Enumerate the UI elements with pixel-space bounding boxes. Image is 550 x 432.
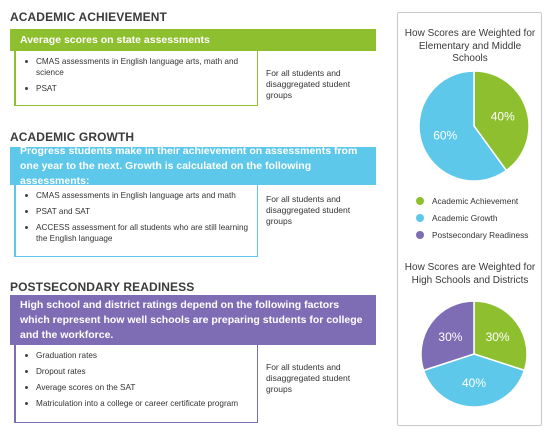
legend-label: Academic Achievement bbox=[432, 195, 519, 206]
growth-bullet-box: CMAS assessments in English language art… bbox=[14, 185, 258, 257]
pie-label: 40% bbox=[462, 376, 486, 390]
pie-chart-high-school: 30% 40% 30% bbox=[420, 300, 528, 408]
legend-label: Academic Growth bbox=[432, 212, 498, 223]
bullet-item: Graduation rates bbox=[25, 350, 251, 361]
pie-slice-academic-achievement bbox=[473, 70, 530, 172]
bullet-item: Matriculation into a college or career c… bbox=[25, 398, 251, 409]
legend-swatch bbox=[416, 213, 424, 222]
achievement-banner: Average scores on state assessments bbox=[10, 29, 376, 51]
pie-slice-postsecondary-readiness bbox=[420, 300, 475, 372]
section-title-achievement: ACADEMIC ACHIEVEMENT bbox=[10, 10, 167, 24]
chart-panel bbox=[397, 12, 542, 426]
bullet-item: PSAT and SAT bbox=[25, 206, 251, 217]
pie-slice-academic-achievement bbox=[473, 300, 528, 372]
bullet-item: Average scores on the SAT bbox=[25, 382, 251, 393]
legend-label: Postsecondary Readiness bbox=[432, 229, 529, 240]
chart-title-elementary: How Scores are Weighted for Elementary a… bbox=[404, 28, 536, 64]
pie-chart-elementary: 40% 60% bbox=[418, 70, 530, 182]
legend-swatch bbox=[416, 196, 424, 205]
pie-label: 30% bbox=[438, 330, 462, 344]
achievement-bullet-box: CMAS assessments in English language art… bbox=[14, 51, 258, 106]
postsecondary-note: For all students and disaggregated stude… bbox=[266, 362, 351, 394]
chart-title-high-school: How Scores are Weighted for High Schools… bbox=[404, 262, 536, 286]
achievement-note: For all students and disaggregated stude… bbox=[266, 68, 351, 100]
section-title-postsecondary: POSTSECONDARY READINESS bbox=[10, 280, 195, 294]
bullet-item: ACCESS assessment for all students who a… bbox=[25, 222, 251, 244]
legend-item-growth: Academic Growth bbox=[416, 209, 528, 226]
postsecondary-banner: High school and district ratings depend … bbox=[10, 295, 376, 345]
bullet-item: CMAS assessments in English language art… bbox=[25, 190, 251, 201]
growth-note: For all students and disaggregated stude… bbox=[266, 194, 351, 226]
pie-slice-academic-growth bbox=[418, 70, 508, 182]
section-title-growth: ACADEMIC GROWTH bbox=[10, 130, 135, 144]
postsecondary-bullet-box: Graduation rates Dropout rates Average s… bbox=[14, 345, 258, 423]
legend-swatch bbox=[416, 230, 424, 239]
legend: Academic Achievement Academic Growth Pos… bbox=[416, 192, 528, 243]
bullet-item: CMAS assessments in English language art… bbox=[25, 56, 251, 78]
bullet-item: Dropout rates bbox=[25, 366, 251, 377]
growth-banner: Progress students make in their achievem… bbox=[10, 145, 376, 187]
pie-label: 40% bbox=[491, 110, 515, 124]
legend-item-achievement: Academic Achievement bbox=[416, 192, 528, 209]
bullet-item: PSAT bbox=[25, 83, 251, 94]
pie-slice-academic-growth bbox=[422, 353, 526, 408]
legend-item-postsecondary: Postsecondary Readiness bbox=[416, 226, 528, 243]
pie-label: 30% bbox=[486, 330, 510, 344]
pie-label: 60% bbox=[433, 128, 457, 142]
